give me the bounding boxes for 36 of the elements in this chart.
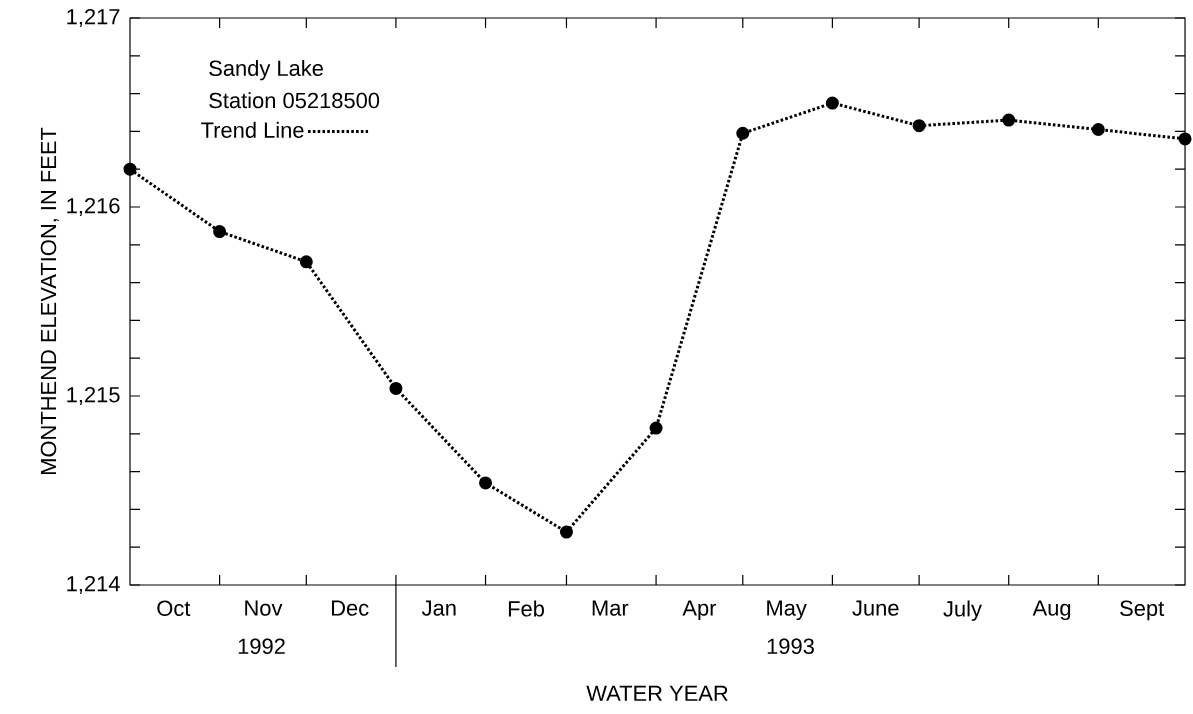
annotation: Sandy Lake bbox=[209, 59, 323, 81]
x-tick-label: Apr bbox=[682, 600, 717, 621]
point bbox=[649, 421, 663, 435]
x-tick-label: May bbox=[767, 600, 807, 621]
point bbox=[389, 381, 403, 395]
x-tick-label: Sept bbox=[1120, 600, 1165, 621]
x-tick-label: Feb bbox=[508, 600, 544, 617]
x-tick-label: Jan bbox=[421, 600, 456, 616]
x-tick-label: June bbox=[852, 600, 899, 616]
x-axis-title: WATER YEAR bbox=[586, 685, 728, 701]
point bbox=[299, 255, 313, 269]
point bbox=[1178, 132, 1192, 146]
point bbox=[213, 225, 227, 239]
y-tick-label: 1,217 bbox=[67, 8, 120, 28]
legend-label: Trend Line bbox=[201, 121, 304, 138]
y-tick-label: 1,216 bbox=[67, 197, 120, 217]
text: 1993 bbox=[767, 638, 814, 655]
x-tick-label: Oct bbox=[157, 600, 191, 617]
annotation: Station 05218500 bbox=[209, 92, 380, 109]
text: 1992 bbox=[238, 638, 285, 655]
y-axis-title: MONTHEND ELEVATION, IN FEET bbox=[40, 127, 59, 475]
x-tick-label: Mar bbox=[592, 600, 629, 616]
point bbox=[479, 476, 493, 490]
x-tick-label: Aug bbox=[1032, 600, 1071, 621]
x-tick-label: Nov bbox=[245, 600, 283, 616]
point bbox=[736, 126, 750, 140]
point bbox=[123, 162, 137, 176]
y-tick-label: 1,215 bbox=[67, 386, 120, 406]
point bbox=[1091, 123, 1105, 136]
point bbox=[825, 96, 839, 110]
x-tick-label: July bbox=[943, 600, 982, 621]
y-tick-label: 1,214 bbox=[67, 575, 120, 595]
point bbox=[559, 525, 573, 539]
point bbox=[1002, 113, 1016, 127]
x-tick-label: Dec bbox=[331, 600, 369, 616]
point bbox=[912, 119, 926, 133]
